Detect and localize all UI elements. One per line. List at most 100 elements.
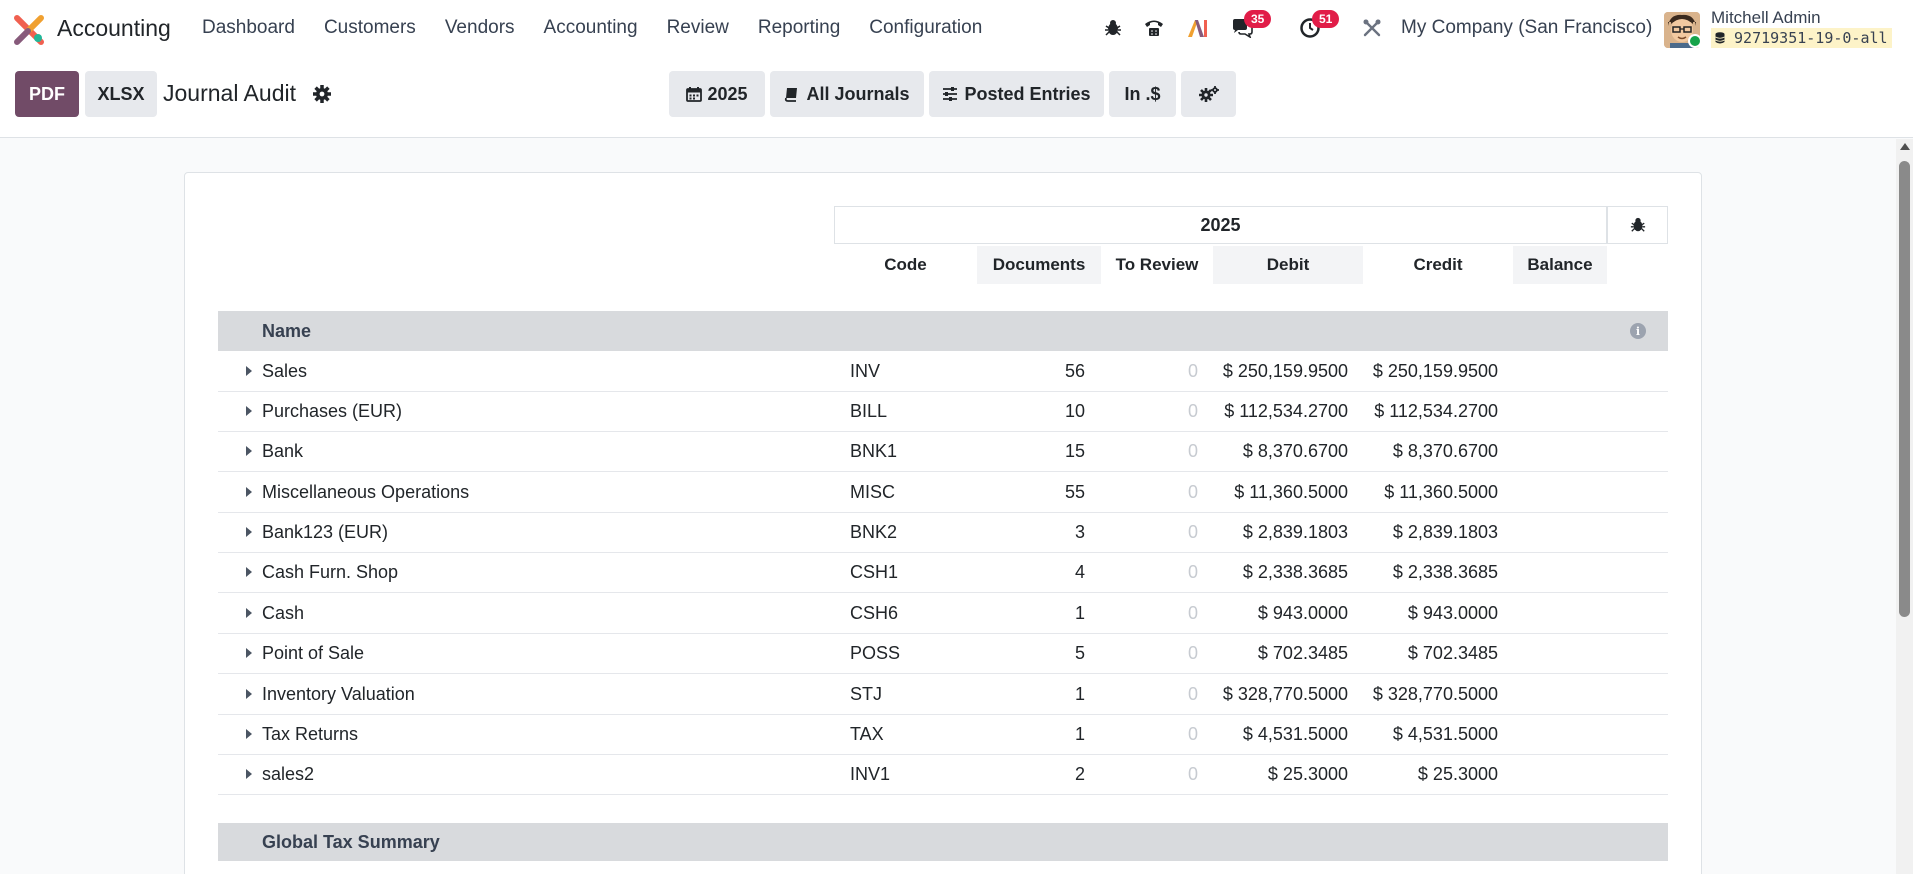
journal-to-review: 0 (1187, 684, 1198, 704)
debug-column-button[interactable] (1607, 206, 1668, 244)
column-balance: Balance (1513, 246, 1607, 284)
journal-debit: $ 328,770.5000 (1222, 684, 1348, 704)
online-status-dot (1688, 34, 1702, 48)
name-header-row: Name i (218, 311, 1668, 351)
accounting-app-icon[interactable] (14, 15, 44, 45)
journal-debit: $ 11,360.5000 (1234, 482, 1348, 502)
app-name[interactable]: Accounting (57, 15, 171, 41)
journals-filter-button[interactable]: All Journals (770, 71, 924, 117)
journal-row-cash-furn-shop[interactable]: Cash Furn. Shop CSH1 4 0 $ 2,338.3685 $ … (218, 552, 1668, 593)
caret-right-icon[interactable] (246, 769, 252, 779)
user-name[interactable]: Mitchell Admin (1711, 8, 1821, 27)
book-icon (785, 88, 798, 102)
xlsx-button[interactable]: XLSX (85, 71, 157, 117)
journal-row-sales2[interactable]: sales2 INV1 2 0 $ 25.3000 $ 25.3000 (218, 754, 1668, 795)
period-filter-button[interactable]: 2025 (669, 71, 765, 117)
journal-row-bank[interactable]: Bank BNK1 15 0 $ 8,370.6700 $ 8,370.6700 (218, 431, 1668, 472)
tools-icon[interactable] (1358, 14, 1386, 42)
journal-to-review: 0 (1187, 764, 1198, 784)
journal-row-sales[interactable]: Sales INV 56 0 $ 250,159.9500 $ 250,159.… (218, 351, 1668, 392)
journal-to-review: 0 (1187, 643, 1198, 663)
journal-row-purchases[interactable]: Purchases (EUR) BILL 10 0 $ 112,534.2700… (218, 391, 1668, 432)
journal-name: Point of Sale (262, 643, 365, 663)
menu-configuration[interactable]: Configuration (869, 17, 983, 38)
menu-dashboard[interactable]: Dashboard (202, 17, 295, 38)
page-title: Journal Audit (163, 80, 296, 106)
journal-documents: 4 (1074, 562, 1085, 582)
database-icon (1715, 32, 1725, 44)
journal-row-tax-returns[interactable]: Tax Returns TAX 1 0 $ 4,531.5000 $ 4,531… (218, 714, 1668, 755)
journal-to-review: 0 (1187, 361, 1198, 381)
scrollbar-thumb[interactable] (1899, 161, 1910, 617)
entries-filter-button[interactable]: Posted Entries (929, 71, 1104, 117)
caret-right-icon[interactable] (246, 487, 252, 497)
caret-right-icon[interactable] (246, 567, 252, 577)
caret-right-icon[interactable] (246, 527, 252, 537)
messages-icon[interactable]: 35 (1228, 10, 1272, 42)
journal-to-review: 0 (1187, 401, 1198, 421)
activities-badge: 51 (1312, 10, 1340, 28)
gear-icon[interactable] (311, 83, 333, 105)
journal-credit: $ 250,159.9500 (1372, 361, 1498, 381)
column-credit: Credit (1413, 255, 1463, 274)
global-tax-summary-header: Global Tax Summary (218, 823, 1668, 861)
journal-code: MISC (850, 482, 895, 502)
journal-to-review: 0 (1187, 522, 1198, 542)
journal-row-inventory-valuation[interactable]: Inventory Valuation STJ 1 0 $ 328,770.50… (218, 674, 1668, 715)
menu-vendors[interactable]: Vendors (444, 17, 515, 38)
caret-right-icon[interactable] (246, 446, 252, 456)
journal-documents: 10 (1064, 401, 1085, 421)
caret-right-icon[interactable] (246, 729, 252, 739)
journal-to-review: 0 (1187, 603, 1198, 623)
journal-documents: 1 (1074, 684, 1085, 704)
menu-accounting[interactable]: Accounting (543, 17, 638, 38)
journal-credit: $ 8,370.6700 (1392, 441, 1498, 461)
journal-credit: $ 702.3485 (1407, 643, 1498, 663)
journal-row-cash[interactable]: Cash CSH6 1 0 $ 943.0000 $ 943.0000 (218, 593, 1668, 634)
vertical-scrollbar[interactable] (1896, 139, 1913, 874)
scroll-up-arrow-icon[interactable] (1900, 143, 1910, 150)
caret-right-icon[interactable] (246, 406, 252, 416)
journal-credit: $ 4,531.5000 (1392, 724, 1498, 744)
calendar-icon (686, 87, 703, 102)
journal-documents: 1 (1074, 724, 1085, 744)
menu-review[interactable]: Review (666, 17, 729, 38)
journal-documents: 15 (1064, 441, 1085, 461)
journal-row-point-of-sale[interactable]: Point of Sale POSS 5 0 $ 702.3485 $ 702.… (218, 633, 1668, 674)
entries-filter-label: Posted Entries (964, 83, 1091, 104)
menu-reporting[interactable]: Reporting (757, 17, 841, 38)
journal-credit: $ 328,770.5000 (1372, 684, 1498, 704)
pdf-button[interactable]: PDF (15, 71, 79, 117)
journal-credit: $ 25.3000 (1417, 764, 1498, 784)
phone-icon[interactable] (1140, 14, 1168, 42)
journal-name: Purchases (EUR) (262, 401, 403, 421)
journal-credit: $ 2,338.3685 (1392, 562, 1498, 582)
ai-icon[interactable] (1184, 14, 1212, 42)
info-icon[interactable]: i (1630, 323, 1646, 339)
caret-right-icon[interactable] (246, 648, 252, 658)
menu-customers[interactable]: Customers (323, 17, 416, 38)
report-card (184, 172, 1702, 874)
currency-filter-button[interactable]: In .$ (1109, 71, 1176, 117)
journal-name: Cash (262, 603, 305, 623)
name-header-label: Name (262, 320, 312, 341)
caret-right-icon[interactable] (246, 608, 252, 618)
company-switcher[interactable]: My Company (San Francisco) (1401, 17, 1653, 38)
caret-right-icon[interactable] (246, 366, 252, 376)
activities-clock-icon[interactable]: 51 (1296, 10, 1340, 42)
journal-debit: $ 4,531.5000 (1242, 724, 1348, 744)
journal-documents: 5 (1074, 643, 1085, 663)
journal-row-bank123[interactable]: Bank123 (EUR) BNK2 3 0 $ 2,839.1803 $ 2,… (218, 512, 1668, 553)
options-button[interactable] (1181, 71, 1236, 117)
user-avatar[interactable] (1664, 12, 1700, 48)
caret-right-icon[interactable] (246, 689, 252, 699)
global-tax-summary-label: Global Tax Summary (262, 831, 440, 852)
journal-code: TAX (850, 724, 884, 744)
journal-debit: $ 702.3485 (1257, 643, 1348, 663)
journal-code: BNK1 (850, 441, 898, 461)
debug-bug-icon[interactable] (1099, 14, 1127, 42)
journal-name: Bank123 (EUR) (262, 522, 389, 542)
journal-row-misc[interactable]: Miscellaneous Operations MISC 55 0 $ 11,… (218, 472, 1668, 513)
journal-code: BNK2 (850, 522, 898, 542)
journal-debit: $ 250,159.9500 (1222, 361, 1348, 381)
